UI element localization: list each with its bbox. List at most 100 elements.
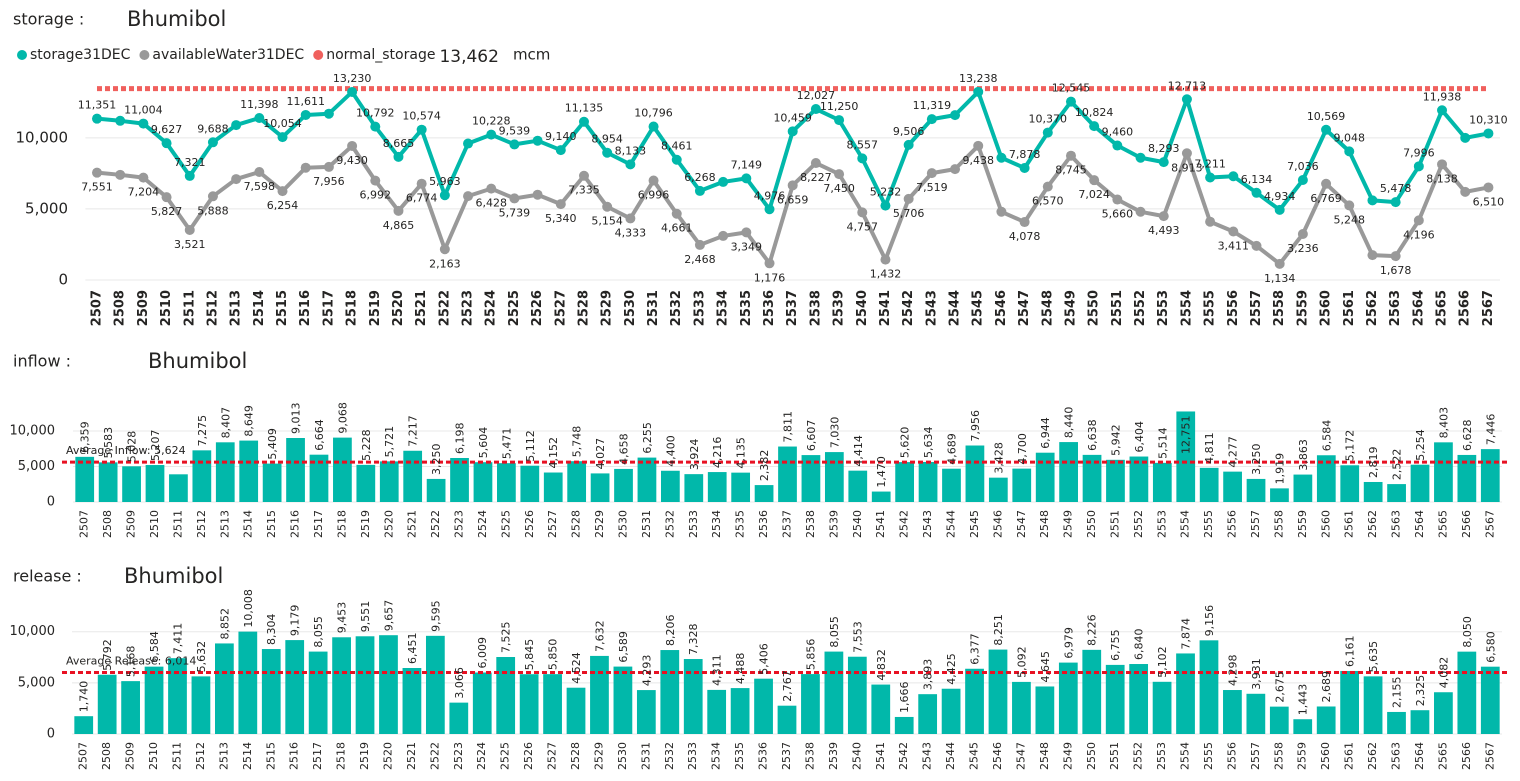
data-label: 8,138 xyxy=(1426,172,1458,185)
data-label: 6,628 xyxy=(1461,419,1474,451)
bar xyxy=(614,468,633,502)
data-label: 9,657 xyxy=(382,600,395,632)
data-point xyxy=(207,137,218,148)
data-label: 4,216 xyxy=(711,437,724,469)
data-label: 8,665 xyxy=(383,137,415,150)
bar xyxy=(684,474,704,502)
x-tick-label: 2511 xyxy=(171,510,184,538)
data-label: 5,856 xyxy=(804,639,817,671)
data-label: 6,254 xyxy=(267,199,299,212)
x-tick-label: 2518 xyxy=(345,290,360,326)
data-point xyxy=(1367,195,1378,206)
bar xyxy=(449,702,469,734)
data-label: 7,411 xyxy=(171,623,184,655)
y-tick-label: 5,000 xyxy=(25,199,68,217)
data-label: 6,840 xyxy=(1133,629,1146,661)
data-label: 8,407 xyxy=(219,407,232,439)
bar xyxy=(450,457,469,502)
x-tick-label: 2540 xyxy=(851,510,864,538)
x-tick-label: 2559 xyxy=(1296,510,1309,538)
data-point xyxy=(996,206,1007,217)
x-tick-label: 2546 xyxy=(991,510,1004,538)
x-tick-label: 2554 xyxy=(1179,742,1192,770)
data-label: 6,268 xyxy=(684,171,716,184)
bar xyxy=(169,474,188,502)
x-tick-label: 2550 xyxy=(1087,290,1102,326)
x-tick-label: 2524 xyxy=(475,742,488,770)
data-label: 6,584 xyxy=(148,631,161,663)
bar xyxy=(356,464,376,502)
data-point xyxy=(857,153,868,164)
data-label: 5,254 xyxy=(1414,429,1427,461)
data-label: 9,627 xyxy=(151,123,183,136)
data-point xyxy=(1089,121,1100,132)
data-label: 4,027 xyxy=(594,438,607,470)
data-label: 7,956 xyxy=(969,410,982,442)
x-tick-label: 2541 xyxy=(874,510,887,538)
x-tick-label: 2508 xyxy=(100,742,113,770)
data-label: 4,493 xyxy=(1148,224,1180,237)
data-label: 6,589 xyxy=(617,631,630,663)
x-tick-label: 2536 xyxy=(757,742,770,770)
bar xyxy=(613,666,633,734)
x-tick-label: 2525 xyxy=(507,290,522,326)
data-label: 9,460 xyxy=(1102,126,1134,139)
data-label: 9,068 xyxy=(336,402,349,434)
x-tick-label: 2553 xyxy=(1155,510,1168,538)
bar xyxy=(660,650,680,734)
data-label: 2,675 xyxy=(1273,671,1286,703)
data-label: 7,275 xyxy=(196,415,209,447)
data-label: 10,574 xyxy=(402,110,441,123)
x-tick-label: 2567 xyxy=(1481,290,1496,326)
x-tick-label: 2563 xyxy=(1390,742,1403,770)
data-label: 5,739 xyxy=(499,206,531,219)
bar xyxy=(731,472,751,502)
x-tick-label: 2515 xyxy=(275,290,290,326)
data-label: 4,277 xyxy=(1227,436,1240,468)
data-point xyxy=(370,121,381,132)
y-tick-label: 0 xyxy=(47,727,55,742)
data-point xyxy=(950,164,961,175)
data-point xyxy=(1019,163,1030,174)
data-label: 7,956 xyxy=(313,175,345,188)
data-point xyxy=(1483,128,1494,139)
data-point xyxy=(254,112,265,123)
bar xyxy=(426,478,446,502)
bar xyxy=(75,456,95,502)
bar xyxy=(473,462,493,502)
bar xyxy=(97,674,117,734)
data-label: 1,134 xyxy=(1264,272,1296,285)
bar xyxy=(683,659,703,734)
legend-marker xyxy=(313,50,324,60)
data-point xyxy=(1390,251,1401,262)
bar xyxy=(1152,462,1172,502)
x-tick-label: 2520 xyxy=(381,742,394,770)
data-point xyxy=(1344,200,1355,211)
data-label: 6,992 xyxy=(360,189,392,202)
bar xyxy=(1480,666,1500,734)
bar xyxy=(918,694,938,734)
data-label: 11,351 xyxy=(78,99,117,112)
data-label: 7,598 xyxy=(244,180,276,193)
data-label: 5,232 xyxy=(870,186,902,199)
x-tick-label: 2546 xyxy=(994,290,1009,326)
data-label: 6,451 xyxy=(406,633,419,665)
bar xyxy=(707,689,727,734)
data-point xyxy=(300,109,311,120)
data-label: 4,658 xyxy=(618,433,631,465)
data-point xyxy=(880,254,891,265)
chart-title: Bhumibol xyxy=(127,7,226,31)
data-point xyxy=(323,108,334,119)
data-label: 10,569 xyxy=(1307,110,1346,123)
x-tick-label: 2514 xyxy=(242,510,255,538)
data-label: 12,027 xyxy=(797,89,836,102)
data-point xyxy=(323,161,334,172)
data-point xyxy=(439,190,450,201)
data-label: 4,414 xyxy=(852,435,865,467)
bar xyxy=(1223,690,1242,734)
x-tick-label: 2512 xyxy=(194,742,207,770)
data-point xyxy=(671,154,682,165)
x-tick-label: 2531 xyxy=(646,290,661,326)
data-label: 6,009 xyxy=(476,637,489,669)
data-label: 5,845 xyxy=(523,639,536,671)
